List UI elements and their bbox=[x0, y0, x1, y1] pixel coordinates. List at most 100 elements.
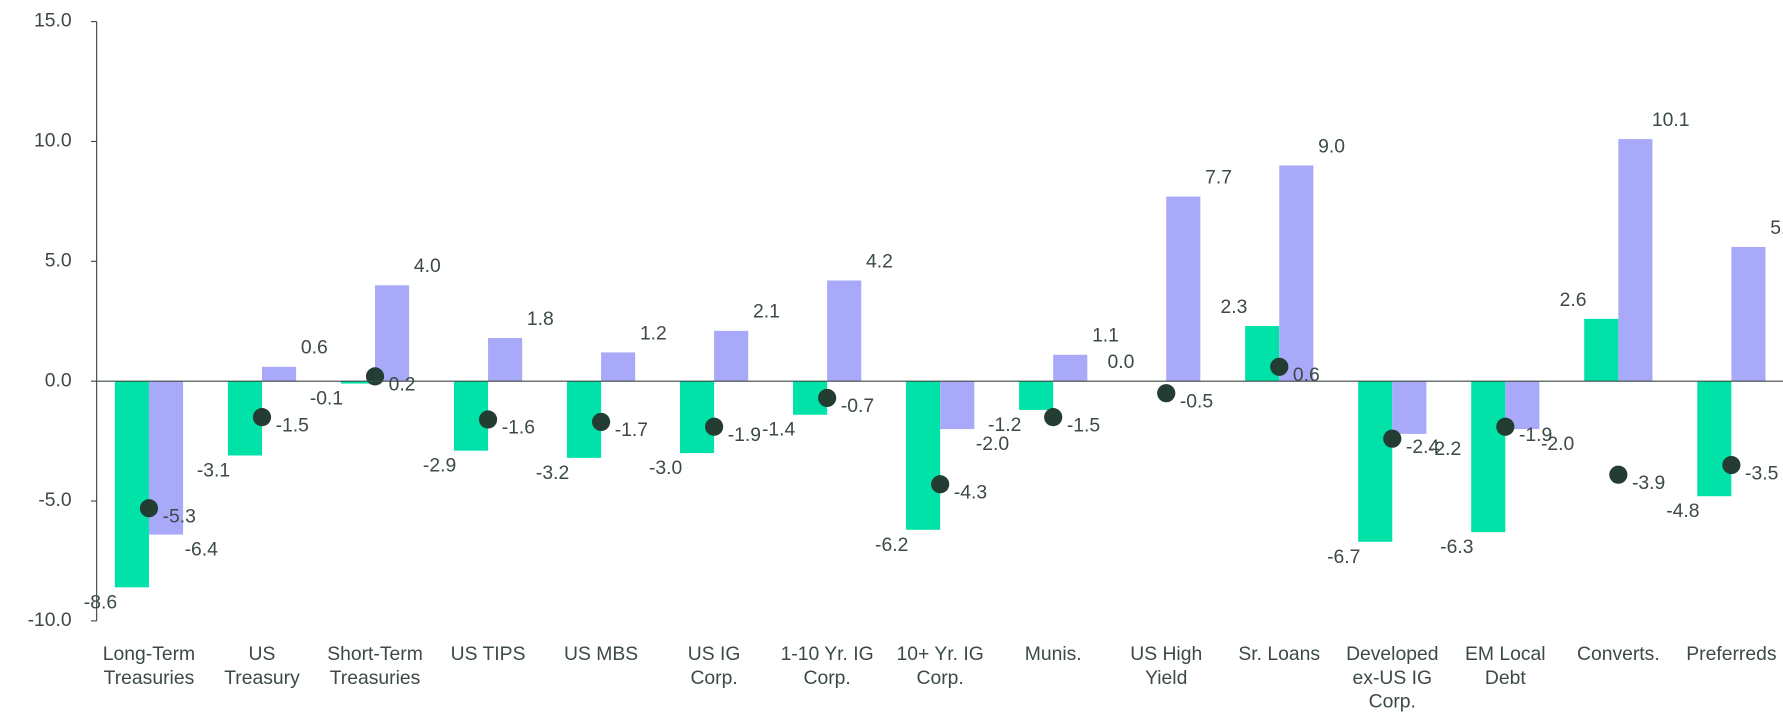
value-label: 0.2 bbox=[389, 375, 416, 396]
value-label: -2.2 bbox=[1428, 439, 1461, 460]
value-label: -2.4 bbox=[1406, 437, 1440, 458]
value-label: -0.7 bbox=[841, 396, 874, 417]
value-label: -1.9 bbox=[1519, 425, 1552, 446]
x-tick-label: US TIPS bbox=[451, 644, 526, 665]
value-label: -6.4 bbox=[185, 540, 219, 561]
value-label: -1.9 bbox=[728, 425, 761, 446]
dot bbox=[139, 499, 159, 518]
x-tick-label: Short-Term Treasuries bbox=[327, 644, 423, 689]
x-tick-label: US Treasury bbox=[224, 644, 300, 689]
bar bbox=[679, 381, 715, 454]
y-tick-label: 0.0 bbox=[45, 370, 72, 391]
x-tick-label-line: Treasuries bbox=[104, 668, 195, 689]
dot bbox=[931, 475, 950, 494]
dot bbox=[1383, 429, 1402, 448]
x-tick-label: US IG Corp. bbox=[688, 644, 741, 689]
bar bbox=[714, 330, 749, 382]
value-label: -8.6 bbox=[84, 592, 117, 613]
x-tick-label-line: Corp. bbox=[917, 668, 964, 689]
value-label: -1.4 bbox=[762, 420, 796, 441]
x-tick-label-line: Corp. bbox=[1369, 692, 1416, 713]
bar bbox=[1019, 381, 1054, 410]
bar bbox=[1392, 381, 1427, 434]
bar bbox=[940, 381, 975, 430]
x-tick-label-line: 1-10 Yr. IG bbox=[781, 644, 874, 665]
dot bbox=[818, 388, 837, 408]
y-tick-label: -10.0 bbox=[28, 610, 72, 631]
dot bbox=[705, 417, 724, 436]
value-label: -2.0 bbox=[1541, 434, 1574, 455]
x-tick-label: Preferreds bbox=[1686, 644, 1776, 665]
value-label: -4.3 bbox=[954, 482, 987, 503]
value-label: -1.7 bbox=[615, 420, 648, 441]
x-tick-label: Developed ex-US IG Corp. bbox=[1346, 644, 1438, 713]
y-tick-label: -5.0 bbox=[38, 490, 71, 511]
y-tick-label: 5.0 bbox=[45, 250, 72, 271]
x-tick-label-line: Developed bbox=[1346, 644, 1438, 665]
x-tick-label-line: Sr. Loans bbox=[1238, 644, 1320, 665]
x-tick-label: EM Local Debt bbox=[1465, 644, 1546, 689]
y-tick-label: 15.0 bbox=[34, 11, 72, 32]
value-label: -2.9 bbox=[423, 456, 456, 477]
value-label: -4.8 bbox=[1666, 501, 1699, 522]
y-tick-label: 10.0 bbox=[34, 131, 72, 152]
dot bbox=[1270, 357, 1289, 376]
x-tick-label-line: Preferreds bbox=[1686, 644, 1776, 665]
bar bbox=[906, 381, 941, 530]
bar bbox=[261, 366, 297, 382]
bar bbox=[601, 352, 636, 382]
value-label: 9.0 bbox=[1318, 136, 1345, 157]
value-label: 5.6 bbox=[1770, 218, 1783, 239]
bar bbox=[1618, 139, 1653, 382]
value-label: 4.0 bbox=[414, 256, 441, 277]
value-label: -6.3 bbox=[1440, 537, 1473, 558]
value-label: -0.1 bbox=[310, 389, 343, 410]
x-tick-label-line: Corp. bbox=[690, 668, 737, 689]
value-label: 0.6 bbox=[301, 338, 328, 359]
bar bbox=[1731, 246, 1766, 382]
value-label: 2.1 bbox=[753, 302, 780, 323]
dot bbox=[1722, 455, 1741, 475]
value-label: 1.1 bbox=[1092, 326, 1119, 347]
bar bbox=[1166, 196, 1201, 382]
x-tick-label: US High Yield bbox=[1130, 644, 1202, 689]
bar bbox=[1697, 381, 1732, 497]
value-label: -1.2 bbox=[988, 415, 1021, 436]
value-label: -3.1 bbox=[197, 461, 230, 482]
value-label: -2.0 bbox=[976, 434, 1009, 455]
value-label: -3.5 bbox=[1745, 463, 1778, 484]
x-tick-label: 1-10 Yr. IG Corp. bbox=[781, 644, 874, 689]
x-tick-label-line: Munis. bbox=[1025, 644, 1082, 665]
value-label: 1.2 bbox=[640, 323, 667, 344]
x-tick-label-line: EM Local bbox=[1465, 644, 1546, 665]
bar bbox=[114, 381, 149, 588]
x-tick-label-line: Treasury bbox=[224, 668, 300, 689]
x-tick-label: Munis. bbox=[1025, 644, 1082, 665]
bar bbox=[488, 338, 523, 382]
x-tick-label-line: US IG bbox=[688, 644, 741, 665]
bar bbox=[827, 280, 862, 382]
x-tick-label-line: US bbox=[249, 644, 276, 665]
x-tick-label-line: US TIPS bbox=[451, 644, 526, 665]
bar bbox=[375, 285, 410, 382]
x-tick-label-line: 10+ Yr. IG bbox=[897, 644, 984, 665]
value-label: 0.0 bbox=[1108, 352, 1135, 373]
bar bbox=[1584, 318, 1619, 382]
x-tick-label: Sr. Loans bbox=[1238, 644, 1320, 665]
dot bbox=[591, 412, 611, 432]
bar bbox=[1471, 381, 1506, 533]
x-tick-label: US MBS bbox=[564, 644, 638, 665]
x-tick-label-line: US High bbox=[1130, 644, 1202, 665]
x-tick-label-line: Treasuries bbox=[330, 668, 421, 689]
value-label: -1.5 bbox=[276, 415, 309, 436]
x-tick-label: Long-Term Treasuries bbox=[103, 644, 195, 689]
dot bbox=[1157, 384, 1176, 403]
dot bbox=[1609, 465, 1628, 484]
dot bbox=[365, 367, 385, 386]
value-label: 7.7 bbox=[1205, 168, 1232, 189]
dot bbox=[1496, 417, 1515, 436]
x-tick-label: Converts. bbox=[1577, 644, 1660, 665]
value-label: 1.8 bbox=[527, 309, 554, 330]
x-tick-label-line: Corp. bbox=[804, 668, 851, 689]
